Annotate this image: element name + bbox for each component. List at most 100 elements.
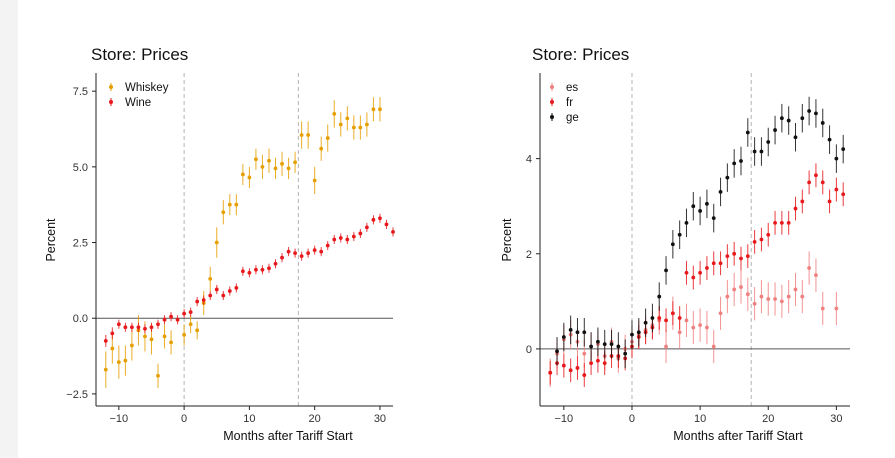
data-point bbox=[596, 358, 600, 363]
data-point bbox=[698, 209, 703, 213]
data-point bbox=[657, 294, 662, 299]
chart-title: Store: Prices bbox=[91, 45, 188, 64]
data-point bbox=[149, 325, 154, 330]
x-tick-label: −10 bbox=[110, 413, 129, 425]
data-point bbox=[786, 294, 791, 299]
data-point bbox=[332, 111, 337, 116]
data-point bbox=[378, 107, 382, 112]
data-point bbox=[371, 107, 376, 112]
data-point bbox=[110, 331, 115, 336]
data-point bbox=[221, 293, 226, 298]
data-point bbox=[779, 299, 784, 304]
data-point bbox=[116, 322, 121, 327]
data-point bbox=[834, 156, 839, 161]
data-point bbox=[103, 339, 108, 343]
data-point bbox=[827, 137, 832, 142]
data-point bbox=[745, 292, 750, 297]
data-point bbox=[162, 317, 167, 322]
data-point bbox=[555, 349, 559, 354]
data-point bbox=[793, 206, 798, 211]
data-point bbox=[182, 332, 187, 337]
data-point bbox=[705, 266, 709, 270]
data-point bbox=[325, 136, 330, 140]
data-point bbox=[759, 294, 764, 299]
data-point bbox=[616, 344, 621, 349]
data-point bbox=[630, 332, 634, 337]
data-point bbox=[766, 297, 771, 301]
data-point bbox=[827, 199, 832, 204]
chart-panel-left: Store: Prices −10 0 10 20 30 −2.5 0.0 2.5 5.0 7.5… bbox=[44, 45, 395, 443]
data-point bbox=[384, 222, 389, 227]
data-point bbox=[739, 285, 743, 289]
y-tick-label: 4 bbox=[526, 154, 532, 166]
data-point bbox=[286, 249, 291, 254]
data-point bbox=[130, 325, 134, 330]
data-point bbox=[299, 133, 304, 137]
data-point bbox=[779, 220, 784, 225]
data-point bbox=[814, 111, 818, 116]
data-point bbox=[136, 325, 141, 330]
data-marks bbox=[548, 96, 846, 387]
data-point bbox=[391, 230, 395, 234]
data-point bbox=[214, 287, 219, 292]
data-point bbox=[208, 276, 213, 281]
data-point bbox=[698, 323, 703, 328]
data-point bbox=[345, 237, 350, 242]
data-point bbox=[260, 267, 265, 272]
data-point bbox=[725, 175, 730, 180]
data-point bbox=[732, 161, 737, 166]
axes: −10 0 10 20 30 0 2 4 bbox=[526, 73, 850, 425]
data-point bbox=[293, 251, 297, 256]
data-point bbox=[841, 192, 846, 197]
x-tick-label: 30 bbox=[374, 413, 386, 425]
data-point bbox=[834, 306, 839, 311]
data-point bbox=[807, 109, 812, 113]
x-tick-label: 20 bbox=[762, 413, 774, 425]
data-point bbox=[691, 275, 696, 280]
data-point bbox=[195, 299, 200, 304]
data-point bbox=[182, 311, 187, 316]
data-point bbox=[358, 231, 363, 236]
data-point bbox=[589, 361, 593, 366]
data-point bbox=[814, 273, 818, 278]
data-point bbox=[162, 334, 167, 339]
x-tick-label: 10 bbox=[243, 413, 255, 425]
legend-key-point bbox=[550, 85, 554, 89]
data-point bbox=[234, 286, 239, 290]
data-point bbox=[306, 251, 311, 256]
x-tick-label: 0 bbox=[629, 413, 635, 425]
data-point bbox=[670, 242, 675, 247]
data-point bbox=[214, 240, 219, 245]
data-point bbox=[240, 172, 245, 177]
data-point bbox=[684, 318, 689, 323]
data-point bbox=[240, 269, 245, 274]
data-point bbox=[116, 360, 121, 365]
data-point bbox=[338, 122, 343, 127]
data-point bbox=[312, 178, 317, 183]
data-point bbox=[602, 361, 607, 366]
data-point bbox=[247, 175, 252, 180]
data-point bbox=[643, 320, 648, 325]
data-point bbox=[548, 370, 553, 375]
data-point bbox=[677, 330, 682, 335]
data-point bbox=[568, 368, 573, 373]
data-point bbox=[698, 270, 703, 275]
y-tick-label: 2 bbox=[526, 249, 532, 261]
data-point bbox=[759, 237, 764, 242]
series-whiskey bbox=[103, 97, 382, 388]
reference-lines bbox=[96, 73, 393, 406]
legend-key-point bbox=[550, 100, 554, 104]
data-point bbox=[273, 166, 278, 171]
data-point bbox=[306, 133, 311, 137]
data-point bbox=[752, 239, 757, 244]
legend-key-point bbox=[550, 115, 554, 119]
data-point bbox=[371, 217, 376, 222]
y-axis-label: Percent bbox=[44, 218, 58, 262]
data-point bbox=[267, 266, 271, 271]
data-point bbox=[221, 210, 226, 215]
data-point bbox=[254, 157, 258, 162]
data-point bbox=[325, 243, 330, 248]
data-point bbox=[664, 268, 668, 273]
left-edge-strip bbox=[0, 0, 18, 458]
